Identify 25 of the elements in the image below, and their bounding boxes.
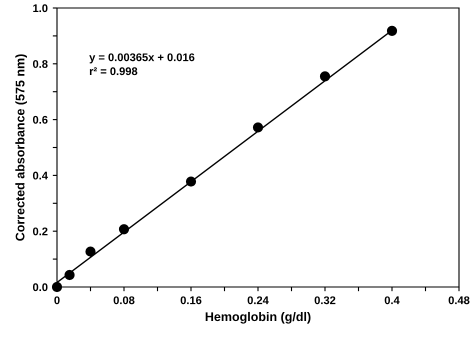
y-tick-label: 0.0 (32, 283, 48, 292)
x-tick-label: 0.48 (448, 296, 470, 304)
x-axis-title: Hemoglobin (g/dl) (206, 312, 310, 324)
y-tick-label: 0.2 (32, 227, 48, 236)
point (252, 122, 264, 132)
annotation: y = 0.00365x + 0.016 (89, 53, 194, 64)
y-tick-label: 0.4 (32, 172, 48, 180)
point (64, 270, 75, 280)
point (118, 224, 130, 234)
x-tick-label: 0.08 (114, 296, 134, 304)
point (52, 282, 62, 292)
x-tick-label: 0.16 (180, 296, 202, 304)
y-tick-label: 0.8 (32, 60, 48, 68)
point (186, 176, 196, 187)
point (85, 246, 96, 257)
y-tick-label: 0.6 (32, 116, 48, 124)
point (386, 26, 398, 36)
y-tick-label: 1.0 (33, 4, 48, 12)
x-tick-label: 0.4 (384, 296, 400, 304)
annotation: r² = 0.998 (90, 67, 138, 76)
y-axis-title: Corrected absorbance (575 nm) (15, 54, 27, 241)
x-tick-label: 0.24 (248, 296, 269, 304)
x-tick-label: 0 (54, 296, 60, 304)
point (320, 71, 330, 82)
x-tick-label: 0.32 (314, 296, 336, 304)
